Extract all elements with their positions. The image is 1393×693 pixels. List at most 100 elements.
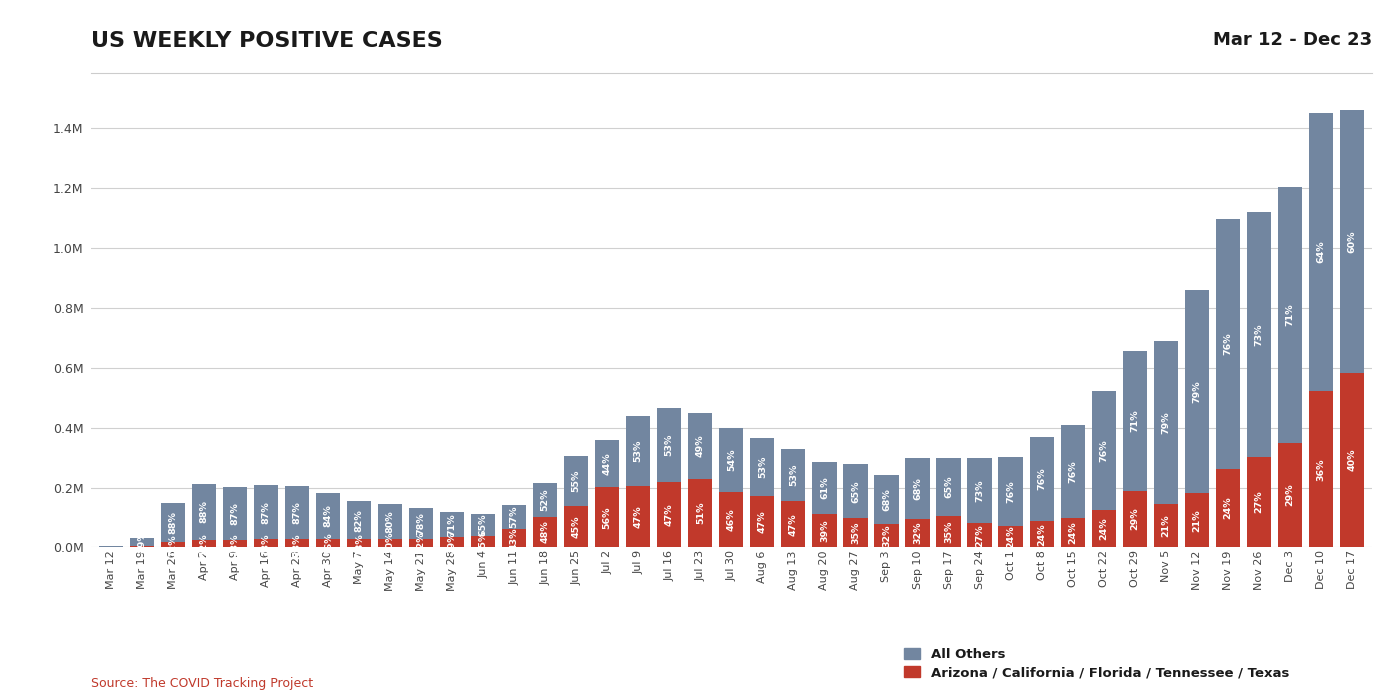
- Bar: [501, 505, 527, 529]
- Bar: [812, 462, 837, 514]
- Text: 84%: 84%: [323, 505, 333, 527]
- Text: 73%: 73%: [975, 480, 983, 502]
- Bar: [254, 539, 279, 547]
- Bar: [130, 546, 153, 547]
- Bar: [625, 486, 651, 547]
- Text: 51%: 51%: [695, 502, 705, 525]
- Bar: [534, 516, 557, 547]
- Bar: [1216, 220, 1240, 468]
- Text: 57%: 57%: [510, 506, 518, 528]
- Text: 55%: 55%: [571, 470, 581, 493]
- Bar: [968, 523, 992, 547]
- Bar: [410, 508, 433, 538]
- Bar: [595, 439, 620, 487]
- Text: 29%: 29%: [1286, 484, 1294, 507]
- Text: 32%: 32%: [912, 522, 922, 545]
- Bar: [410, 538, 433, 547]
- Bar: [534, 483, 557, 516]
- Text: 13%: 13%: [293, 532, 301, 554]
- Text: 53%: 53%: [758, 456, 768, 478]
- Bar: [812, 514, 837, 547]
- Bar: [471, 514, 495, 536]
- Text: 24%: 24%: [1038, 523, 1046, 545]
- Text: 76%: 76%: [1099, 439, 1109, 462]
- Text: 44%: 44%: [603, 452, 612, 475]
- Bar: [564, 507, 588, 547]
- Bar: [160, 542, 185, 547]
- Bar: [160, 503, 185, 542]
- Bar: [1153, 504, 1178, 547]
- Bar: [1309, 391, 1333, 547]
- Bar: [936, 458, 961, 516]
- Bar: [1277, 186, 1302, 443]
- Text: 27%: 27%: [975, 524, 983, 547]
- Text: 24%: 24%: [1223, 497, 1233, 520]
- Text: 29%: 29%: [1130, 508, 1139, 530]
- Text: 79%: 79%: [1192, 380, 1201, 403]
- Text: 22%: 22%: [417, 532, 425, 554]
- Bar: [936, 516, 961, 547]
- Bar: [1184, 290, 1209, 493]
- Text: 60%: 60%: [1347, 230, 1357, 252]
- Text: 21%: 21%: [1192, 509, 1201, 532]
- Bar: [751, 438, 775, 496]
- Text: 47%: 47%: [758, 511, 768, 533]
- Bar: [625, 416, 651, 486]
- Bar: [378, 505, 403, 539]
- Text: 71%: 71%: [447, 514, 457, 536]
- Bar: [1092, 510, 1116, 547]
- Bar: [99, 546, 123, 547]
- Text: 36%: 36%: [1316, 458, 1325, 480]
- Bar: [378, 539, 403, 547]
- Text: 52%: 52%: [540, 489, 550, 511]
- Text: 21%: 21%: [1162, 514, 1170, 537]
- Bar: [223, 540, 247, 547]
- Text: 29%: 29%: [447, 531, 457, 554]
- Bar: [875, 475, 898, 525]
- Bar: [1029, 521, 1053, 547]
- Text: 24%: 24%: [1099, 518, 1109, 540]
- Text: 82%: 82%: [354, 509, 364, 532]
- Text: 68%: 68%: [912, 477, 922, 500]
- Bar: [347, 539, 371, 547]
- Bar: [843, 518, 868, 547]
- Bar: [1184, 493, 1209, 547]
- Text: 76%: 76%: [1068, 460, 1077, 482]
- Bar: [905, 458, 929, 519]
- Bar: [688, 479, 712, 547]
- Bar: [316, 493, 340, 538]
- Text: 47%: 47%: [634, 505, 642, 528]
- Bar: [751, 496, 775, 547]
- Text: 65%: 65%: [851, 480, 859, 502]
- Bar: [347, 501, 371, 539]
- Text: 13%: 13%: [230, 532, 240, 555]
- Bar: [316, 538, 340, 547]
- Text: 35%: 35%: [944, 520, 953, 543]
- Text: 53%: 53%: [788, 464, 798, 486]
- Bar: [1123, 351, 1146, 491]
- Text: 12%: 12%: [199, 532, 209, 555]
- Text: 88%: 88%: [199, 500, 209, 523]
- Text: 24%: 24%: [1006, 525, 1015, 548]
- Text: Mar 12 - Dec 23: Mar 12 - Dec 23: [1213, 31, 1372, 49]
- Bar: [1123, 491, 1146, 547]
- Text: 53%: 53%: [664, 434, 674, 456]
- Text: 87%: 87%: [230, 502, 240, 525]
- Bar: [471, 536, 495, 547]
- Bar: [1216, 468, 1240, 547]
- Bar: [1153, 341, 1178, 504]
- Text: 39%: 39%: [820, 520, 829, 542]
- Text: 88%: 88%: [169, 511, 177, 534]
- Text: 49%: 49%: [695, 435, 705, 457]
- Text: 65%: 65%: [944, 476, 953, 498]
- Text: 24%: 24%: [1068, 521, 1077, 544]
- Bar: [1247, 457, 1270, 547]
- Bar: [130, 538, 153, 546]
- Bar: [192, 484, 216, 540]
- Bar: [968, 458, 992, 523]
- Bar: [254, 486, 279, 539]
- Text: 68%: 68%: [882, 489, 892, 511]
- Text: 35%: 35%: [851, 522, 859, 544]
- Bar: [657, 408, 681, 482]
- Bar: [875, 525, 898, 547]
